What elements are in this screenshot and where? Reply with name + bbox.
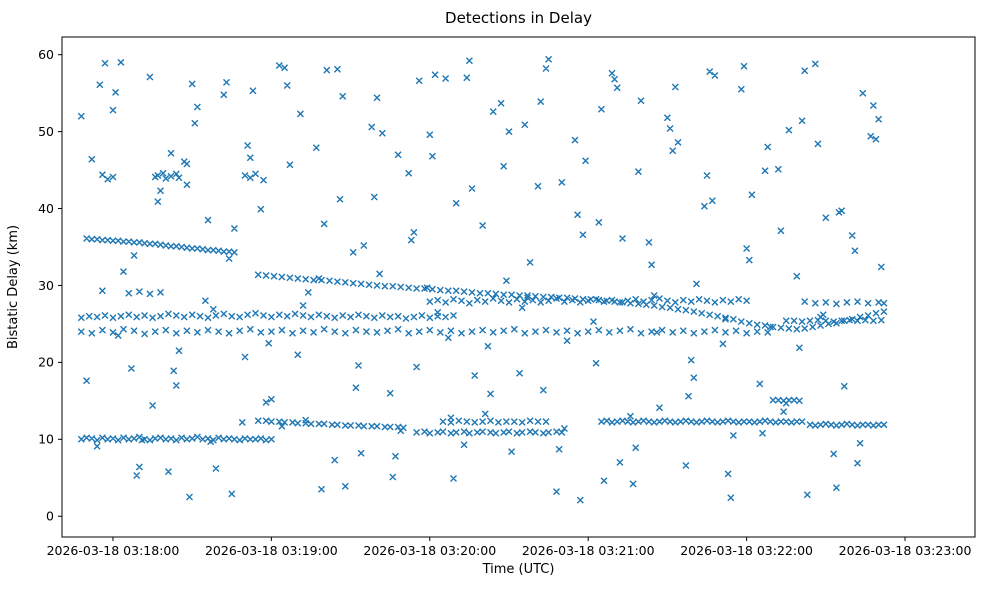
y-axis-label: Bistatic Delay (km) bbox=[6, 225, 21, 349]
y-tick-label: 0 bbox=[46, 509, 54, 524]
x-tick-label: 2026-03-18 03:18:00 bbox=[47, 543, 180, 558]
y-tick-label: 60 bbox=[38, 47, 54, 62]
x-axis-label: Time (UTC) bbox=[482, 562, 555, 577]
y-tick-label: 30 bbox=[38, 278, 54, 293]
chart-title: Detections in Delay bbox=[445, 9, 592, 27]
x-tick-label: 2026-03-18 03:21:00 bbox=[522, 543, 655, 558]
y-tick-label: 10 bbox=[38, 432, 54, 447]
y-tick-label: 40 bbox=[38, 201, 54, 216]
x-tick-label: 2026-03-18 03:20:00 bbox=[363, 543, 496, 558]
y-tick-label: 50 bbox=[38, 124, 54, 139]
scatter-points bbox=[77, 55, 888, 504]
x-tick-label: 2026-03-18 03:23:00 bbox=[839, 543, 972, 558]
y-tick-label: 20 bbox=[38, 355, 54, 370]
x-tick-label: 2026-03-18 03:22:00 bbox=[680, 543, 813, 558]
x-tick-label: 2026-03-18 03:19:00 bbox=[205, 543, 338, 558]
plot-border bbox=[61, 36, 976, 538]
